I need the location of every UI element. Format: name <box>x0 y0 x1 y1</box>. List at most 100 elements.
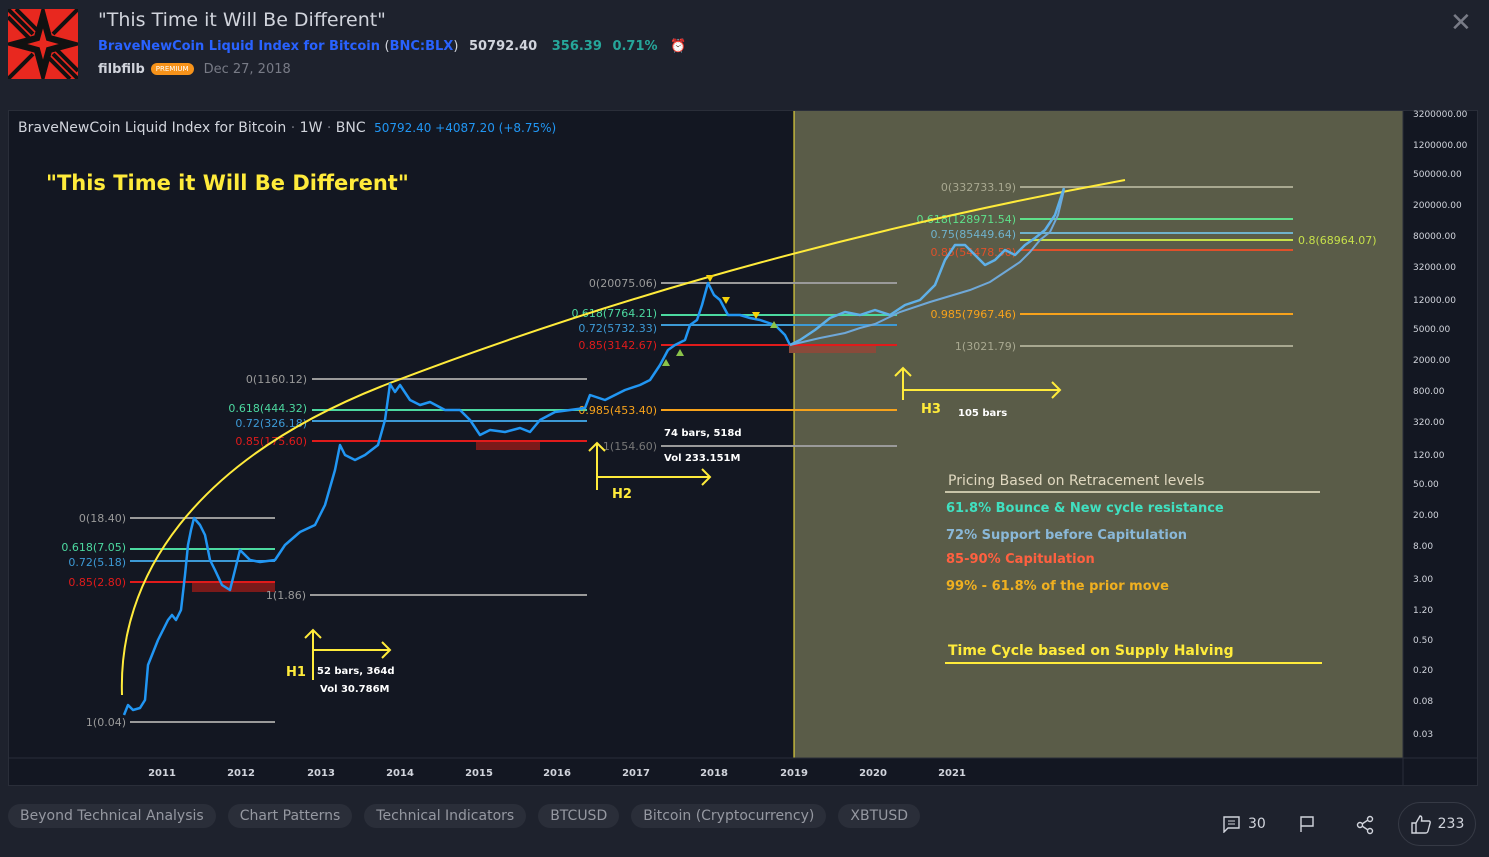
fib-label: 0.618(7.05) <box>61 541 126 554</box>
price-tick: 3200000.00 <box>1413 110 1468 120</box>
fib-label: 0.985(453.40) <box>578 404 657 417</box>
tag[interactable]: Chart Patterns <box>227 804 353 828</box>
alarm-clock-plus-icon[interactable]: ⏰ <box>670 39 687 54</box>
notes-heading: Pricing Based on Retracement levels <box>948 473 1204 489</box>
author-row: filbfilb PREMIUM Dec 27, 2018 <box>98 62 291 77</box>
legend-dot: · <box>326 120 332 136</box>
price-line[interactable] <box>122 281 792 716</box>
fib-label: 0.618(7764.21) <box>571 307 657 320</box>
signal-markers <box>662 275 778 366</box>
fib-label: 0.72(326.18) <box>235 417 307 430</box>
tag[interactable]: Bitcoin (Cryptocurrency) <box>631 804 827 828</box>
paren-open: ( <box>384 39 390 54</box>
fib-label: 1(154.60) <box>603 440 657 453</box>
h1-label: H1 <box>286 665 306 680</box>
time-tick: 2012 <box>227 768 255 779</box>
tag[interactable]: BTCUSD <box>538 804 620 828</box>
publish-date: Dec 27, 2018 <box>203 62 291 77</box>
fib-retracement-1[interactable]: 0(18.40) 0.618(7.05) 0.72(5.18) 0.85(2.8… <box>61 512 587 729</box>
price-tick: 2000.00 <box>1413 356 1450 366</box>
fib-label: 0.985(7967.46) <box>930 308 1016 321</box>
fib-label: 0(20075.06) <box>589 277 657 290</box>
tag[interactable]: Beyond Technical Analysis <box>8 804 216 828</box>
chart-annotation-title[interactable]: "This Time it Will Be Different" <box>46 171 409 195</box>
fib-label: 0(1160.12) <box>246 373 307 386</box>
price-tick: 0.20 <box>1413 666 1433 676</box>
symbol-link[interactable]: BraveNewCoin Liquid Index for Bitcoin <box>98 39 380 54</box>
price-axis[interactable]: 3200000.00 1200000.00 500000.00 200000.0… <box>1413 110 1468 740</box>
report-button[interactable] <box>1298 815 1316 833</box>
price-tick: 0.03 <box>1413 730 1433 740</box>
fib-label: 0.618(444.32) <box>228 402 307 415</box>
cycle-note: Time Cycle based on Supply Halving <box>948 643 1234 659</box>
fib-label: 1(0.04) <box>86 716 126 729</box>
fib-label: 0.8(68964.07) <box>1298 234 1377 247</box>
share-button[interactable] <box>1355 815 1375 835</box>
fib-label: 0.85(2.80) <box>68 576 126 589</box>
price-tick: 80000.00 <box>1413 232 1456 242</box>
share-icon <box>1356 815 1374 835</box>
time-axis[interactable]: 2011 2012 2013 2014 2015 2016 2017 2018 … <box>148 768 966 779</box>
price-tick: 20.00 <box>1413 511 1439 521</box>
time-tick: 2019 <box>780 768 808 779</box>
price-tick: 32000.00 <box>1413 263 1456 273</box>
h1-bars: 52 bars, 364d <box>317 666 395 677</box>
h3-bars: 105 bars <box>958 408 1007 419</box>
flag-icon <box>1300 816 1314 832</box>
fib-label: 0.85(3142.67) <box>578 339 657 352</box>
price-tick: 320.00 <box>1413 418 1445 428</box>
comments-button[interactable]: 30 <box>1222 815 1266 833</box>
like-button[interactable]: 233 <box>1398 802 1476 846</box>
chart-legend: BraveNewCoin Liquid Index for Bitcoin · … <box>18 120 556 136</box>
capitulation-zone <box>789 345 876 353</box>
time-tick: 2016 <box>543 768 571 779</box>
note-item: 85-90% Capitulation <box>946 552 1095 567</box>
halving-arrows[interactable] <box>304 366 1062 680</box>
capitulation-zone <box>192 582 275 592</box>
notes-box[interactable]: Pricing Based on Retracement levels 61.8… <box>945 473 1322 664</box>
time-tick: 2013 <box>307 768 335 779</box>
symbol-change-pct: 0.71% <box>612 39 658 54</box>
star-logo-icon <box>8 9 78 79</box>
fib-label: 0(332733.19) <box>941 181 1016 194</box>
projection-line[interactable] <box>789 189 1065 346</box>
price-tick: 120.00 <box>1413 451 1445 461</box>
time-tick: 2018 <box>700 768 728 779</box>
price-tick: 12000.00 <box>1413 296 1456 306</box>
capitulation-zone <box>476 441 540 450</box>
time-tick: 2011 <box>148 768 176 779</box>
fib-label: 0(18.40) <box>79 512 126 525</box>
close-icon[interactable]: ✕ <box>1450 8 1472 38</box>
comment-icon <box>1223 816 1240 833</box>
price-line-projected[interactable] <box>789 187 1066 347</box>
symbol-row: BraveNewCoin Liquid Index for Bitcoin (B… <box>98 39 686 54</box>
tag-list: Beyond Technical Analysis Chart Patterns… <box>8 804 921 828</box>
author-name[interactable]: filbfilb <box>98 62 145 77</box>
price-tick: 5000.00 <box>1413 325 1450 335</box>
premium-badge: PREMIUM <box>150 63 194 75</box>
price-tick: 200000.00 <box>1413 201 1462 211</box>
fib-retracement-3[interactable]: 0(20075.06) 0.618(7764.21) 0.72(5732.33)… <box>571 277 897 453</box>
paren-close: ) <box>453 39 459 54</box>
fib-label: 1(3021.79) <box>955 340 1016 353</box>
fib-label: 1(1.86) <box>266 589 306 602</box>
legend-interval[interactable]: 1W <box>299 120 323 136</box>
parabolic-curve[interactable] <box>120 179 1126 696</box>
time-tick: 2021 <box>938 768 966 779</box>
fib-retracement-2[interactable]: 0(1160.12) 0.618(444.32) 0.72(326.18) 0.… <box>228 373 587 448</box>
price-tick: 3.00 <box>1413 575 1433 585</box>
time-tick: 2014 <box>386 768 414 779</box>
tag[interactable]: Technical Indicators <box>364 804 527 828</box>
symbol-ticker-link[interactable]: BNC:BLX <box>389 39 454 54</box>
legend-symbol: BraveNewCoin Liquid Index for Bitcoin <box>18 120 287 136</box>
note-item: 72% Support before Capitulation <box>946 528 1187 543</box>
h2-vol: Vol 233.151M <box>664 453 741 464</box>
symbol-change: 356.39 <box>551 39 602 54</box>
fib-retracement-4[interactable]: 0(332733.19) 0.618(128971.54) 0.75(85449… <box>916 181 1376 353</box>
comments-count: 30 <box>1248 816 1266 832</box>
time-tick: 2017 <box>622 768 650 779</box>
author-avatar[interactable] <box>8 9 78 79</box>
fib-label: 0.75(85449.64) <box>930 228 1016 241</box>
h1-vol: Vol 30.786M <box>320 684 390 695</box>
tag[interactable]: XBTUSD <box>838 804 921 828</box>
